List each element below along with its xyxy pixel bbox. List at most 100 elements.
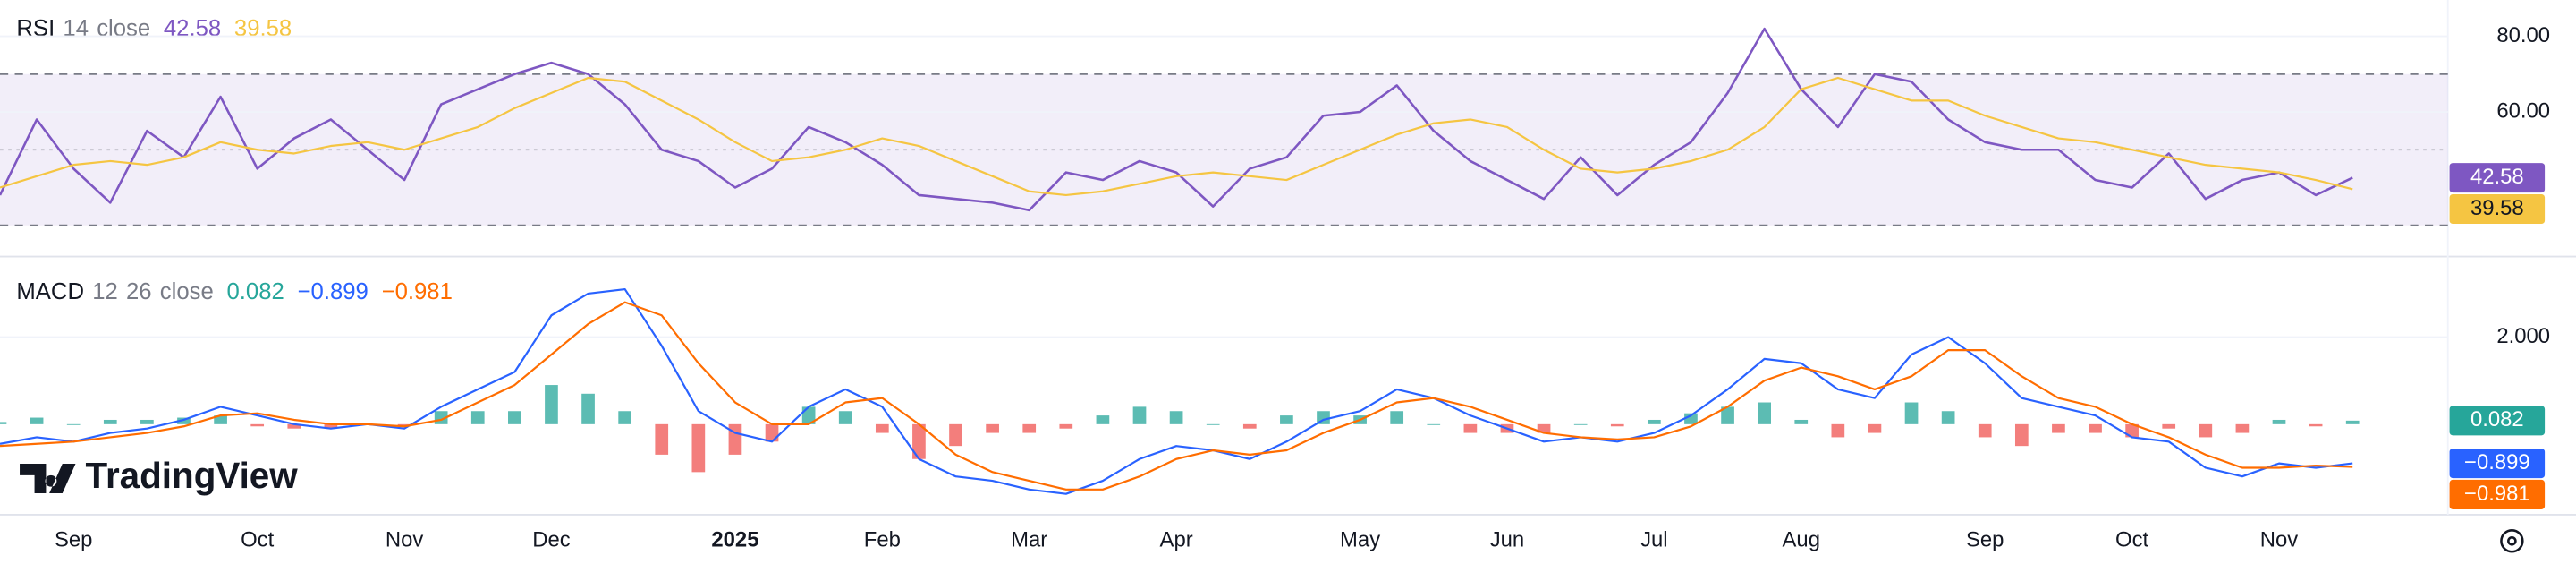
histogram-bar: [1169, 411, 1183, 424]
legend-param: close: [160, 279, 214, 304]
histogram-bar: [1794, 419, 1809, 424]
logo-icon: [20, 463, 76, 494]
histogram-bar: [1610, 423, 1624, 427]
histogram-bar: [2014, 423, 2029, 447]
settings-icon-center[interactable]: [2507, 535, 2517, 546]
legend-value: 0.082: [227, 279, 284, 304]
series-line: [0, 301, 2353, 491]
histogram-bar: [2309, 423, 2323, 427]
legend-param: 26: [126, 279, 152, 304]
histogram-bar: [1721, 406, 1734, 424]
legend-title: RSI: [16, 16, 55, 41]
price-badge-label: 0.082: [2470, 407, 2524, 432]
histogram-bar: [2089, 423, 2102, 433]
price-badge: [2449, 449, 2546, 479]
histogram-bar: [986, 423, 999, 433]
histogram-bar: [875, 423, 889, 433]
x-tick-label: May: [1340, 528, 1380, 552]
series-line: [0, 27, 2353, 212]
y-tick-label: 60.00: [2496, 98, 2550, 123]
x-tick-label: Oct: [241, 528, 274, 552]
legend-value: −0.981: [382, 279, 453, 304]
legend-value: 42.58: [164, 16, 221, 41]
histogram-bar: [2199, 423, 2213, 438]
histogram-bar: [1132, 406, 1147, 424]
series-line: [0, 76, 2353, 197]
settings-icon-ring[interactable]: [2500, 529, 2524, 553]
histogram-bar: [765, 423, 779, 442]
legend-value: 39.58: [234, 16, 292, 41]
price-badge: [2449, 406, 2546, 436]
legend-title: MACD: [16, 279, 84, 304]
price-badge: [2449, 479, 2546, 509]
histogram-bar: [2235, 423, 2250, 433]
histogram-bar: [1463, 423, 1478, 433]
histogram-bar: [2162, 423, 2176, 429]
histogram-bar: [1390, 411, 1404, 424]
y-tick-label: 80.00: [2496, 23, 2550, 47]
histogram-bar: [30, 417, 44, 424]
price-badge-label: 39.58: [2470, 196, 2524, 220]
histogram-bar: [2272, 419, 2286, 424]
price-badge: [2449, 163, 2546, 193]
histogram-bar: [1242, 423, 1257, 429]
histogram-bar: [1537, 423, 1551, 433]
x-tick-label: Dec: [532, 528, 570, 552]
histogram-bar: [1868, 423, 1882, 433]
histogram-bar: [66, 423, 80, 425]
series-line: [0, 287, 2353, 495]
histogram-bar: [728, 423, 742, 455]
histogram-bar: [912, 423, 926, 459]
histogram-bar: [1022, 423, 1037, 433]
histogram-bar: [1758, 402, 1771, 424]
histogram-bar: [618, 411, 631, 424]
histogram-bar: [1573, 423, 1588, 425]
histogram-bar: [691, 423, 706, 473]
histogram-bar: [545, 385, 558, 424]
settings-icon[interactable]: [2500, 529, 2524, 553]
histogram-bar: [949, 423, 962, 447]
histogram-bar: [1978, 423, 1992, 438]
legend-param: 14: [63, 16, 89, 41]
histogram-bar: [103, 419, 117, 424]
legend-param: 12: [92, 279, 118, 304]
watermark: TradingView: [86, 455, 299, 496]
histogram-bar: [1206, 423, 1220, 425]
histogram-bar: [2345, 420, 2360, 424]
pane-legend: MACD 12 26 close 0.082 −0.899 −0.981: [16, 279, 453, 304]
x-tick-label: Jul: [1640, 528, 1668, 552]
histogram-bar: [287, 423, 301, 429]
histogram-bar: [214, 415, 227, 424]
histogram-bar: [250, 423, 265, 427]
x-tick-label: Feb: [864, 528, 901, 552]
histogram-bar: [1831, 423, 1845, 438]
histogram-bar: [1096, 415, 1110, 424]
x-tick-label: Nov: [386, 528, 423, 552]
histogram-bar: [1427, 423, 1441, 425]
x-tick-label: Aug: [1783, 528, 1820, 552]
histogram-bar: [1941, 411, 1955, 424]
x-tick-label: Sep: [1966, 528, 2004, 552]
legend-value: −0.899: [298, 279, 369, 304]
histogram-bar: [470, 411, 485, 424]
histogram-bar: [0, 422, 7, 424]
histogram-bar: [324, 423, 338, 429]
histogram-bar: [2052, 423, 2065, 433]
histogram-bar: [581, 393, 595, 424]
logo: [20, 463, 76, 494]
histogram-bar: [177, 417, 191, 424]
price-badge-label: −0.899: [2464, 450, 2530, 474]
histogram-bar: [2125, 423, 2139, 438]
histogram-bar: [508, 411, 521, 424]
price-badge: [2449, 193, 2546, 225]
histogram-bar: [1059, 423, 1073, 429]
histogram-bar: [1904, 402, 1919, 424]
y-tick-label: 2.000: [2496, 324, 2550, 348]
x-tick-label: Apr: [1160, 528, 1193, 552]
histogram-bar: [140, 419, 154, 424]
price-badge-label: 42.58: [2470, 165, 2524, 189]
x-tick-label: Oct: [2115, 528, 2148, 552]
